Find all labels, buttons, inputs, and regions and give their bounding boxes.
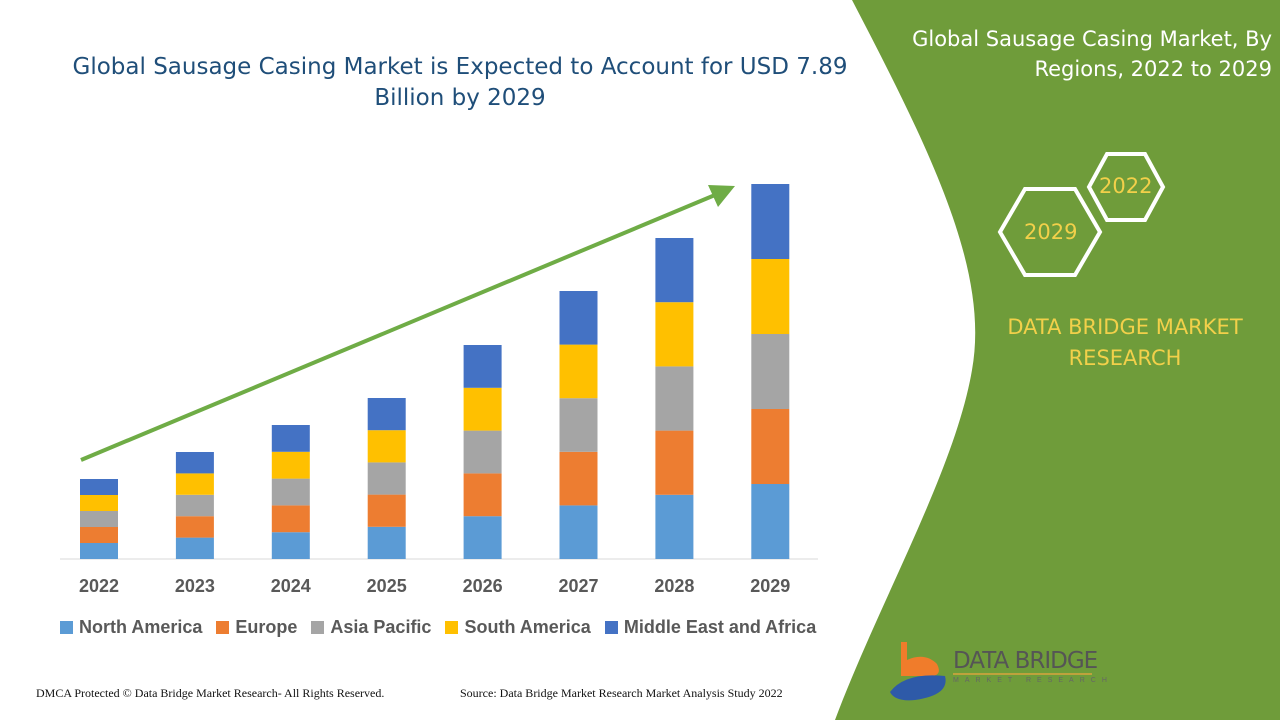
- bar-segment-2026-3: [463, 387, 502, 431]
- legend: North America Europe Asia Pacific South …: [60, 617, 816, 638]
- legend-label: Middle East and Africa: [623, 617, 817, 637]
- bar-segment-2023-0: [175, 537, 214, 559]
- bar-segment-2025-4: [367, 398, 406, 431]
- bar-segment-2029-4: [751, 184, 790, 259]
- x-tick-label: 2025: [367, 576, 407, 596]
- bar-segment-2023-4: [175, 452, 214, 474]
- bar-segment-2028-2: [655, 366, 694, 431]
- legend-swatch: [216, 621, 230, 634]
- bar-segment-2027-3: [559, 344, 598, 399]
- bar-segment-2026-2: [463, 430, 502, 474]
- panel-title: Global Sausage Casing Market, By Regions…: [912, 27, 1272, 81]
- bar-segment-2027-0: [559, 505, 598, 559]
- bar-segment-2024-4: [271, 425, 310, 452]
- x-tick-label: 2022: [79, 576, 119, 596]
- x-tick-label: 2027: [558, 576, 598, 596]
- bar-segment-2027-1: [559, 451, 598, 506]
- bar-segment-2028-3: [655, 302, 694, 367]
- legend-swatch: [60, 621, 73, 634]
- legend-swatch: [445, 621, 459, 634]
- bar-segment-2025-0: [367, 526, 406, 559]
- hexagon-2029: [997, 187, 1103, 277]
- bar-segment-2029-1: [751, 409, 790, 484]
- legend-label: South America: [464, 617, 591, 637]
- bar-segment-2023-1: [175, 516, 214, 538]
- bar-segment-2027-4: [559, 291, 598, 345]
- bar-segment-2028-4: [655, 238, 694, 303]
- x-tick-label: 2024: [271, 576, 311, 596]
- legend-item: North America: [60, 617, 202, 638]
- bar-segment-2028-1: [655, 430, 694, 495]
- bar-segment-2025-3: [367, 430, 406, 463]
- bar-segment-2029-0: [751, 484, 790, 559]
- trend-arrow-head: [708, 185, 735, 207]
- legend-item: Europe: [216, 617, 297, 638]
- bar-segment-2024-2: [271, 478, 310, 506]
- hexagon-2022: [1086, 152, 1166, 222]
- bar-segment-2027-2: [559, 398, 598, 452]
- x-tick-label: 2029: [750, 576, 790, 596]
- bar-segment-2026-1: [463, 473, 502, 517]
- brand-text: DATA BRIDGE MARKET RESEARCH: [1007, 315, 1243, 370]
- chart: 2022 2023 2024 2025 2026 2027 2028 2029: [60, 184, 818, 596]
- chart-title: Global Sausage Casing Market is Expected…: [72, 54, 848, 111]
- bar-segment-2024-3: [271, 451, 310, 479]
- bar-segment-2025-2: [367, 462, 406, 495]
- bar-segment-2026-4: [463, 345, 502, 388]
- legend-swatch: [604, 621, 618, 634]
- legend-label: North America: [79, 617, 203, 637]
- legend-item: Asia Pacific: [311, 617, 431, 638]
- legend-item: South America: [445, 617, 591, 638]
- bar-segment-2024-0: [271, 532, 310, 559]
- bar-segment-2023-2: [175, 494, 214, 517]
- bar-segment-2029-3: [751, 259, 790, 334]
- bar-segment-2023-3: [175, 473, 214, 495]
- legend-label: Europe: [235, 617, 298, 637]
- bar-segment-2026-0: [463, 516, 502, 559]
- x-tick-label: 2023: [175, 576, 215, 596]
- bar-segment-2024-1: [271, 505, 310, 533]
- x-tick-label: 2028: [654, 576, 694, 596]
- bar-segment-2022-3: [80, 495, 118, 511]
- logo-subtext: MARKET RESEARCH: [953, 677, 1113, 684]
- bar-segment-2022-4: [80, 479, 118, 495]
- trend-arrow-line: [80, 193, 716, 462]
- footer-source: Source: Data Bridge Market Research Mark…: [460, 686, 783, 700]
- bar-segment-2029-2: [751, 334, 790, 409]
- legend-item: Middle East and Africa: [604, 617, 817, 638]
- bar-segment-2028-0: [655, 494, 694, 559]
- bar-segment-2022-0: [80, 543, 118, 559]
- logo-icon: [890, 642, 946, 701]
- footer-copyright: DMCA Protected © Data Bridge Market Rese…: [36, 686, 385, 700]
- legend-label: Asia Pacific: [330, 617, 432, 637]
- bar-segment-2025-1: [367, 494, 406, 527]
- bar-segment-2022-2: [80, 511, 118, 527]
- legend-swatch: [311, 621, 325, 634]
- side-panel: [835, 0, 1280, 720]
- hex-label-2029: 2029: [1024, 220, 1078, 244]
- x-tick-label: 2026: [463, 576, 503, 596]
- logo-text: DATA BRIDGE: [953, 648, 1098, 674]
- hex-label-2022: 2022: [1099, 174, 1153, 198]
- bar-segment-2022-1: [80, 527, 118, 543]
